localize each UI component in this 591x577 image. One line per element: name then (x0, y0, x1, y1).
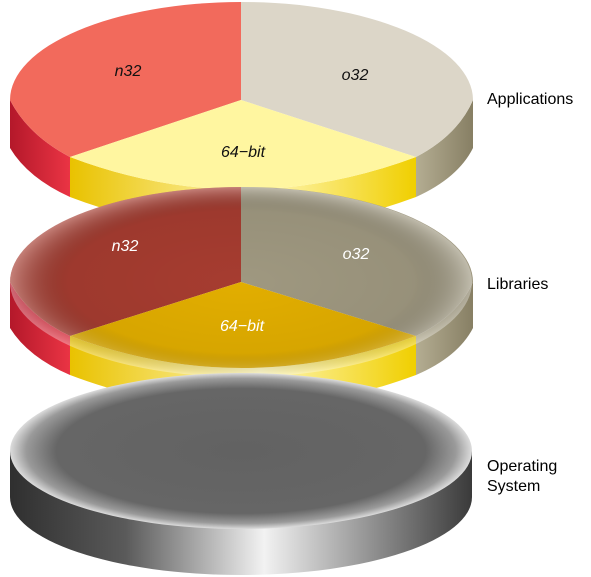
libraries-64bit-label: 64−bit (220, 318, 265, 335)
applications-o32-label: o32 (342, 67, 369, 84)
applications-o32-wedge (241, 1, 473, 157)
libraries-o32-label: o32 (343, 246, 370, 263)
libraries-n32-label: n32 (112, 238, 139, 255)
applications-n32-label: n32 (115, 63, 142, 80)
applications-n32-wedge (10, 2, 241, 157)
libraries-rim-shading (10, 187, 472, 377)
operating-system-label-line-2: System (487, 478, 541, 495)
applications-o32-side (416, 100, 473, 197)
operating-system-layer (10, 373, 472, 575)
applications-64bit-wedge (70, 100, 416, 190)
libraries-layer-label: Libraries (487, 276, 549, 293)
operating-system-label-line-1: Operating (487, 458, 558, 475)
operating-system-layer-label: Operating System (487, 457, 557, 497)
applications-layer-label: Applications (487, 91, 574, 108)
applications-64bit-label: 64−bit (221, 144, 266, 161)
applications-n32-side (10, 100, 70, 197)
operating-system-top (10, 373, 472, 529)
